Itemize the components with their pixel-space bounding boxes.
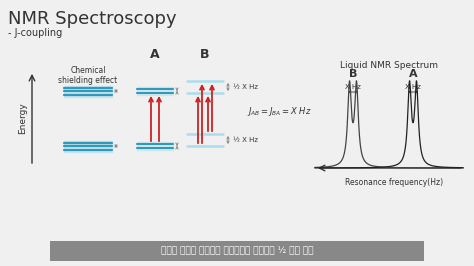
Text: Energy: Energy [18, 102, 27, 134]
Bar [50, 241, 424, 261]
Text: 에너지 준위의 갈라짘은 스폙트럼상 갈라짘의 ½ 라는 점과: 에너지 준위의 갈라짘은 스폙트럼상 갈라짘의 ½ 라는 점과 [161, 247, 313, 256]
Text: X Hz: X Hz [405, 84, 421, 90]
Text: B: B [200, 48, 210, 61]
Text: Chemical
shielding effect: Chemical shielding effect [58, 66, 118, 85]
Text: - J-coupling: - J-coupling [8, 28, 62, 38]
Text: NMR Spectroscopy: NMR Spectroscopy [8, 10, 177, 28]
Text: A: A [150, 48, 160, 61]
Text: A: A [409, 69, 417, 79]
Text: $J_{AB} = J_{BA} = X\ Hz$: $J_{AB} = J_{BA} = X\ Hz$ [247, 105, 312, 118]
Text: B: B [349, 69, 357, 79]
Text: Liquid NMR Spectrum: Liquid NMR Spectrum [340, 61, 438, 70]
Text: ½ X Hz: ½ X Hz [233, 137, 258, 143]
Text: ½ X Hz: ½ X Hz [233, 84, 258, 90]
Text: X Hz: X Hz [345, 84, 361, 90]
Text: Resonance frequency(Hz): Resonance frequency(Hz) [345, 178, 443, 187]
